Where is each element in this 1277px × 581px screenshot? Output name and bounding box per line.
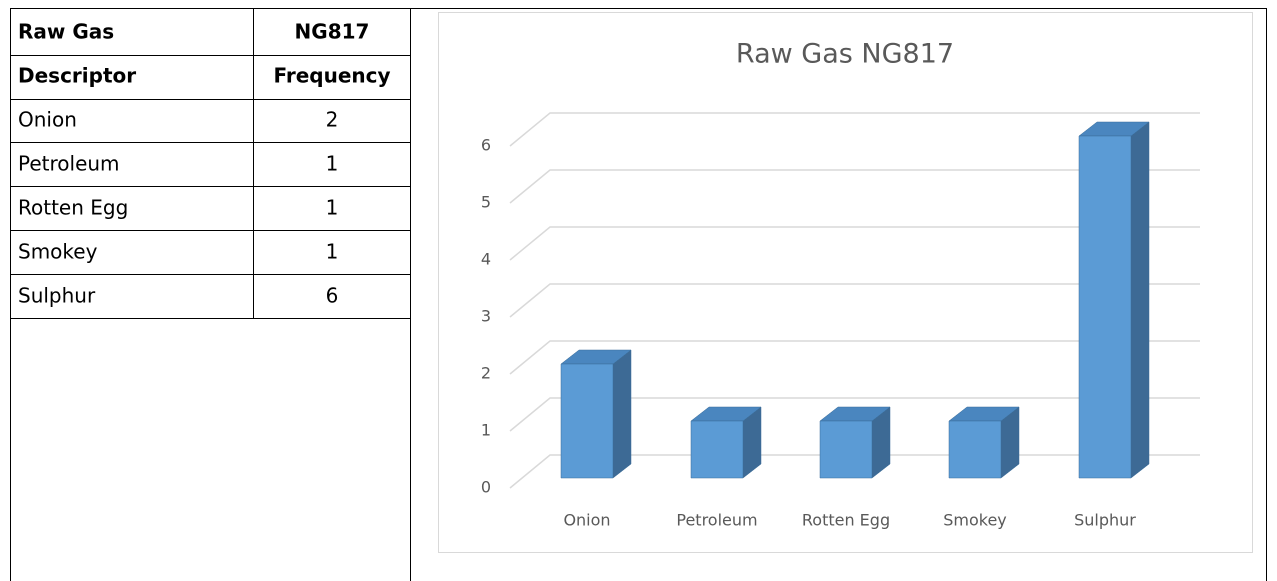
y-tick-label: 5 bbox=[481, 193, 491, 212]
bar-front bbox=[819, 420, 873, 479]
bar-front bbox=[690, 420, 744, 479]
y-tick-label: 3 bbox=[481, 307, 491, 326]
row-value: 6 bbox=[326, 284, 339, 308]
y-tick-label: 1 bbox=[481, 421, 491, 440]
grid-line bbox=[509, 340, 1200, 375]
row-value: 2 bbox=[326, 108, 339, 132]
table-borders bbox=[10, 8, 1267, 581]
x-tick-label: Smokey bbox=[943, 511, 1007, 530]
y-tick-label: 0 bbox=[481, 478, 491, 497]
row-value: 1 bbox=[326, 240, 339, 264]
header-cell: Raw Gas bbox=[18, 20, 114, 44]
x-tick-label: Petroleum bbox=[676, 511, 757, 530]
row-value: 1 bbox=[326, 196, 339, 220]
y-tick-label: 4 bbox=[481, 250, 491, 269]
header-cell: Frequency bbox=[273, 64, 390, 88]
bar-side bbox=[1130, 121, 1150, 479]
grid-line bbox=[509, 226, 1200, 261]
bar bbox=[690, 406, 762, 479]
grid-line bbox=[509, 112, 1200, 147]
header-cell: NG817 bbox=[295, 20, 370, 44]
bar bbox=[819, 406, 891, 479]
bar-front bbox=[948, 420, 1002, 479]
bar-side bbox=[612, 349, 632, 479]
chart-title: Raw Gas NG817 bbox=[736, 39, 954, 70]
grid-line bbox=[509, 283, 1200, 318]
grid-line bbox=[509, 397, 1200, 432]
bar bbox=[1078, 121, 1150, 479]
row-label: Sulphur bbox=[18, 284, 96, 308]
bar bbox=[948, 406, 1020, 479]
bar bbox=[560, 349, 632, 479]
header-cell: Descriptor bbox=[18, 64, 136, 88]
y-tick-label: 6 bbox=[481, 136, 491, 155]
x-tick-label: Sulphur bbox=[1074, 511, 1136, 530]
y-tick-label: 2 bbox=[481, 364, 491, 383]
row-label: Smokey bbox=[18, 240, 98, 264]
grid-line bbox=[509, 169, 1200, 204]
row-value: 1 bbox=[326, 152, 339, 176]
bar-front bbox=[1078, 135, 1132, 479]
row-label: Onion bbox=[18, 108, 77, 132]
bar-front bbox=[560, 363, 614, 479]
x-tick-label: Rotten Egg bbox=[802, 511, 890, 530]
row-label: Petroleum bbox=[18, 152, 120, 176]
row-label: Rotten Egg bbox=[18, 196, 128, 220]
x-tick-label: Onion bbox=[563, 511, 610, 530]
